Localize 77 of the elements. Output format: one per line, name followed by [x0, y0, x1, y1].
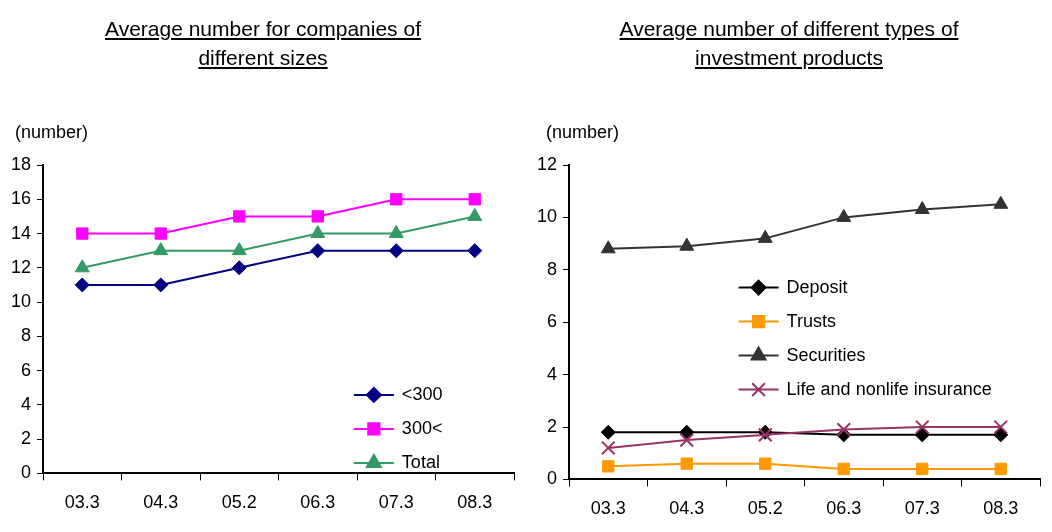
point — [390, 193, 403, 206]
point — [836, 208, 852, 222]
point — [680, 457, 693, 470]
y-tick-label: 0 — [547, 468, 558, 489]
point — [679, 237, 695, 251]
point — [231, 242, 247, 256]
legend-label: Total — [401, 451, 440, 472]
point — [310, 243, 326, 259]
point — [74, 277, 90, 293]
point — [74, 259, 90, 273]
point — [993, 419, 1009, 435]
point — [600, 440, 616, 456]
y-tick-label: 6 — [21, 359, 32, 380]
y-tick-label: 2 — [547, 415, 558, 436]
x-tick-label: 06.3 — [300, 492, 336, 513]
point — [311, 210, 324, 223]
point — [993, 195, 1009, 209]
y-tick-label: 12 — [10, 256, 32, 277]
y-tick-label: 18 — [10, 153, 32, 174]
y-tick-label: 12 — [536, 153, 558, 174]
x-tick-label: 05.2 — [747, 498, 783, 519]
point — [836, 422, 852, 437]
point — [231, 260, 247, 276]
x-tick-label: 07.3 — [904, 498, 940, 519]
chart-title: Average number of different types of investment products — [618, 16, 960, 71]
y-tick-label: 16 — [10, 188, 32, 209]
point — [602, 460, 615, 473]
y-tick-label: 8 — [547, 258, 558, 279]
point — [679, 432, 695, 448]
y-tick-label: 2 — [21, 428, 32, 449]
x-tick-label: 05.2 — [221, 492, 257, 513]
x-tick-label: 07.3 — [378, 492, 414, 513]
x-tick-label: 04.3 — [143, 492, 179, 513]
legend-label: Deposit — [786, 276, 848, 297]
x-tick-label: 03.3 — [64, 492, 100, 513]
y-tick-label: 4 — [547, 363, 558, 384]
point — [993, 427, 1009, 443]
legend-label: 300< — [401, 417, 443, 438]
y-axis-title: (number) — [15, 122, 89, 143]
point — [153, 242, 169, 256]
point — [154, 227, 167, 240]
point — [388, 225, 404, 239]
point — [916, 462, 929, 476]
legend-label: Securities — [786, 344, 866, 365]
point — [759, 457, 772, 470]
x-tick-label: 03.3 — [590, 498, 626, 519]
point — [994, 462, 1007, 476]
point — [233, 210, 246, 223]
x-tick-label: 04.3 — [669, 498, 705, 519]
point — [914, 201, 930, 215]
legend-label: Life and nonlife insurance — [786, 378, 992, 399]
point — [76, 227, 89, 240]
point — [837, 462, 850, 476]
point — [310, 225, 326, 239]
y-tick-label: 8 — [21, 325, 32, 346]
x-tick-label: 06.3 — [826, 498, 862, 519]
chart-title: Average number for companies of different sizes — [104, 16, 422, 71]
point — [757, 229, 773, 243]
x-tick-label: 08.3 — [983, 498, 1019, 519]
y-axis-title: (number) — [546, 122, 620, 143]
y-tick-label: 6 — [547, 311, 558, 332]
legend-label: Trusts — [786, 310, 836, 331]
x-tick-label: 08.3 — [457, 492, 493, 513]
point — [600, 424, 616, 440]
point — [468, 193, 481, 206]
y-tick-label: 10 — [10, 291, 32, 312]
y-tick-label: 4 — [21, 393, 32, 414]
point — [153, 277, 169, 293]
y-tick-label: 14 — [10, 222, 32, 243]
point — [914, 427, 930, 443]
y-tick-label: 10 — [536, 206, 558, 227]
y-tick-label: 0 — [21, 462, 32, 483]
legend-label: <300 — [401, 383, 443, 404]
point — [914, 419, 930, 435]
point — [467, 243, 483, 259]
point — [388, 243, 404, 259]
point — [600, 240, 616, 254]
